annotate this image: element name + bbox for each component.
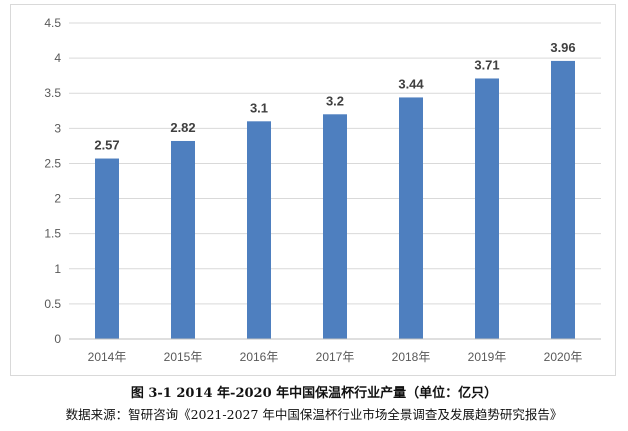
data-label: 3.1 (250, 100, 268, 115)
y-tick-label: 0.5 (44, 297, 61, 311)
bars (95, 60, 575, 340)
bar (323, 114, 347, 340)
y-tick-label: 1 (54, 262, 61, 276)
y-tick-label: 3.5 (44, 86, 61, 100)
bar (171, 140, 195, 339)
bar (399, 97, 423, 340)
x-tick-label: 2018年 (392, 350, 431, 364)
data-label: 3.44 (398, 76, 424, 91)
data-label: 3.96 (550, 40, 575, 55)
y-tick-label: 2 (54, 192, 61, 206)
bar-chart: 0 0.5 1 1.5 2 2.5 3 3.5 4 4.5 2014年 2015年 2016年 2017年… (44, 16, 601, 364)
x-tick-label: 2020年 (544, 350, 583, 364)
source-note: 数据来源：智研咨询《2021-2027 年中国保温杯行业市场全景调查及发展趋势研… (65, 407, 563, 422)
x-tick-label: 2015年 (164, 350, 203, 364)
y-tick-label: 2.5 (44, 156, 61, 170)
bar (475, 78, 499, 339)
y-tick-label: 0 (54, 332, 61, 346)
data-label: 3.71 (474, 57, 499, 72)
bar (247, 121, 271, 339)
y-tick-label: 4.5 (44, 16, 61, 30)
data-label: 3.2 (326, 93, 344, 108)
chart-area: 0 0.5 1 1.5 2 2.5 3 3.5 4 4.5 2014年 2015年 2016年 2017年… (10, 4, 616, 376)
bar (95, 158, 119, 339)
figure-caption: 图 3-1 2014 年-2020 年中国保温杯行业产量（单位：亿只） (130, 386, 498, 401)
y-tick-label: 1.5 (44, 227, 61, 241)
bar (551, 60, 575, 340)
y-tick-label: 4 (54, 51, 61, 65)
y-tick-label: 3 (54, 121, 61, 135)
x-tick-label: 2014年 (88, 350, 127, 364)
x-tick-label: 2019年 (468, 350, 507, 364)
x-tick-label: 2016年 (240, 350, 279, 364)
data-labels: 2.57 2.82 3.1 3.2 3.44 3.71 3.96 (94, 40, 575, 153)
axes: 0 0.5 1 1.5 2 2.5 3 3.5 4 4.5 2014年 2015年 2016年 2017年… (44, 16, 601, 364)
data-label: 2.57 (94, 138, 119, 153)
data-label: 2.82 (170, 120, 195, 135)
x-tick-label: 2017年 (316, 350, 355, 364)
